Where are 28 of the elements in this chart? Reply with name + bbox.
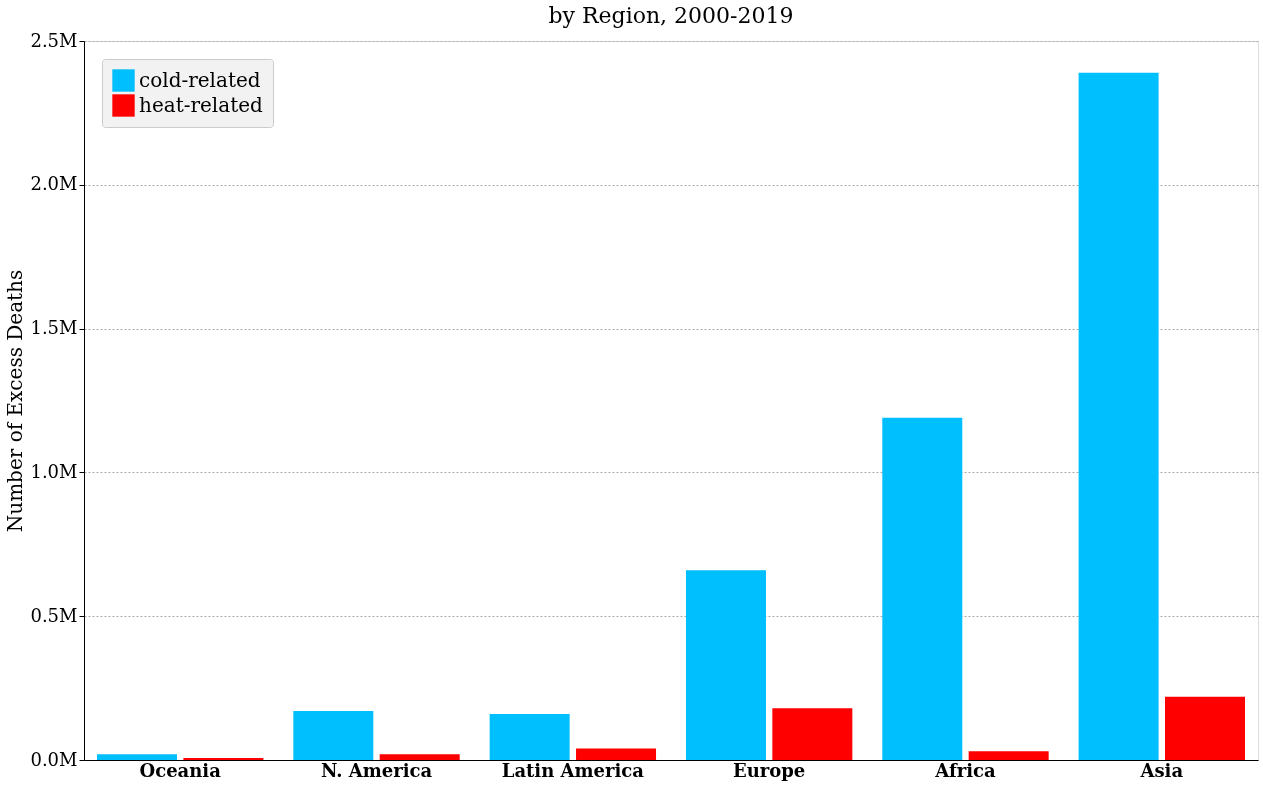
bar [968,751,1049,760]
legend-label: cold-related [139,67,261,92]
bar [293,711,374,760]
x-tick-label: Europe [732,759,806,781]
y-tick-label: 1.0M [30,460,78,482]
y-tick-label: 2.0M [30,173,78,195]
bar [183,757,264,760]
y-tick-label: 0.0M [30,748,78,770]
bar [1164,696,1245,760]
chart-title: by Region, 2000-2019 [548,3,794,28]
y-axis-title: Number of Excess Deaths [3,269,28,533]
y-tick-label: 1.5M [30,317,78,339]
bar [97,754,178,760]
bar [576,748,657,760]
x-tick-label: Latin America [501,759,645,781]
bar [489,713,570,760]
bar [685,570,766,760]
bar [379,754,460,760]
legend-label: heat-related [139,92,264,117]
x-tick-label: Asia [1139,759,1184,781]
x-tick-label: N. America [320,759,433,781]
bar [772,708,853,760]
y-tick-label: 2.5M [30,29,78,51]
x-tick-label: Africa [934,759,996,781]
x-tick-label: Oceania [139,759,222,781]
y-tick-label: 0.5M [30,604,78,626]
bar [882,417,963,760]
bar [1078,72,1159,760]
